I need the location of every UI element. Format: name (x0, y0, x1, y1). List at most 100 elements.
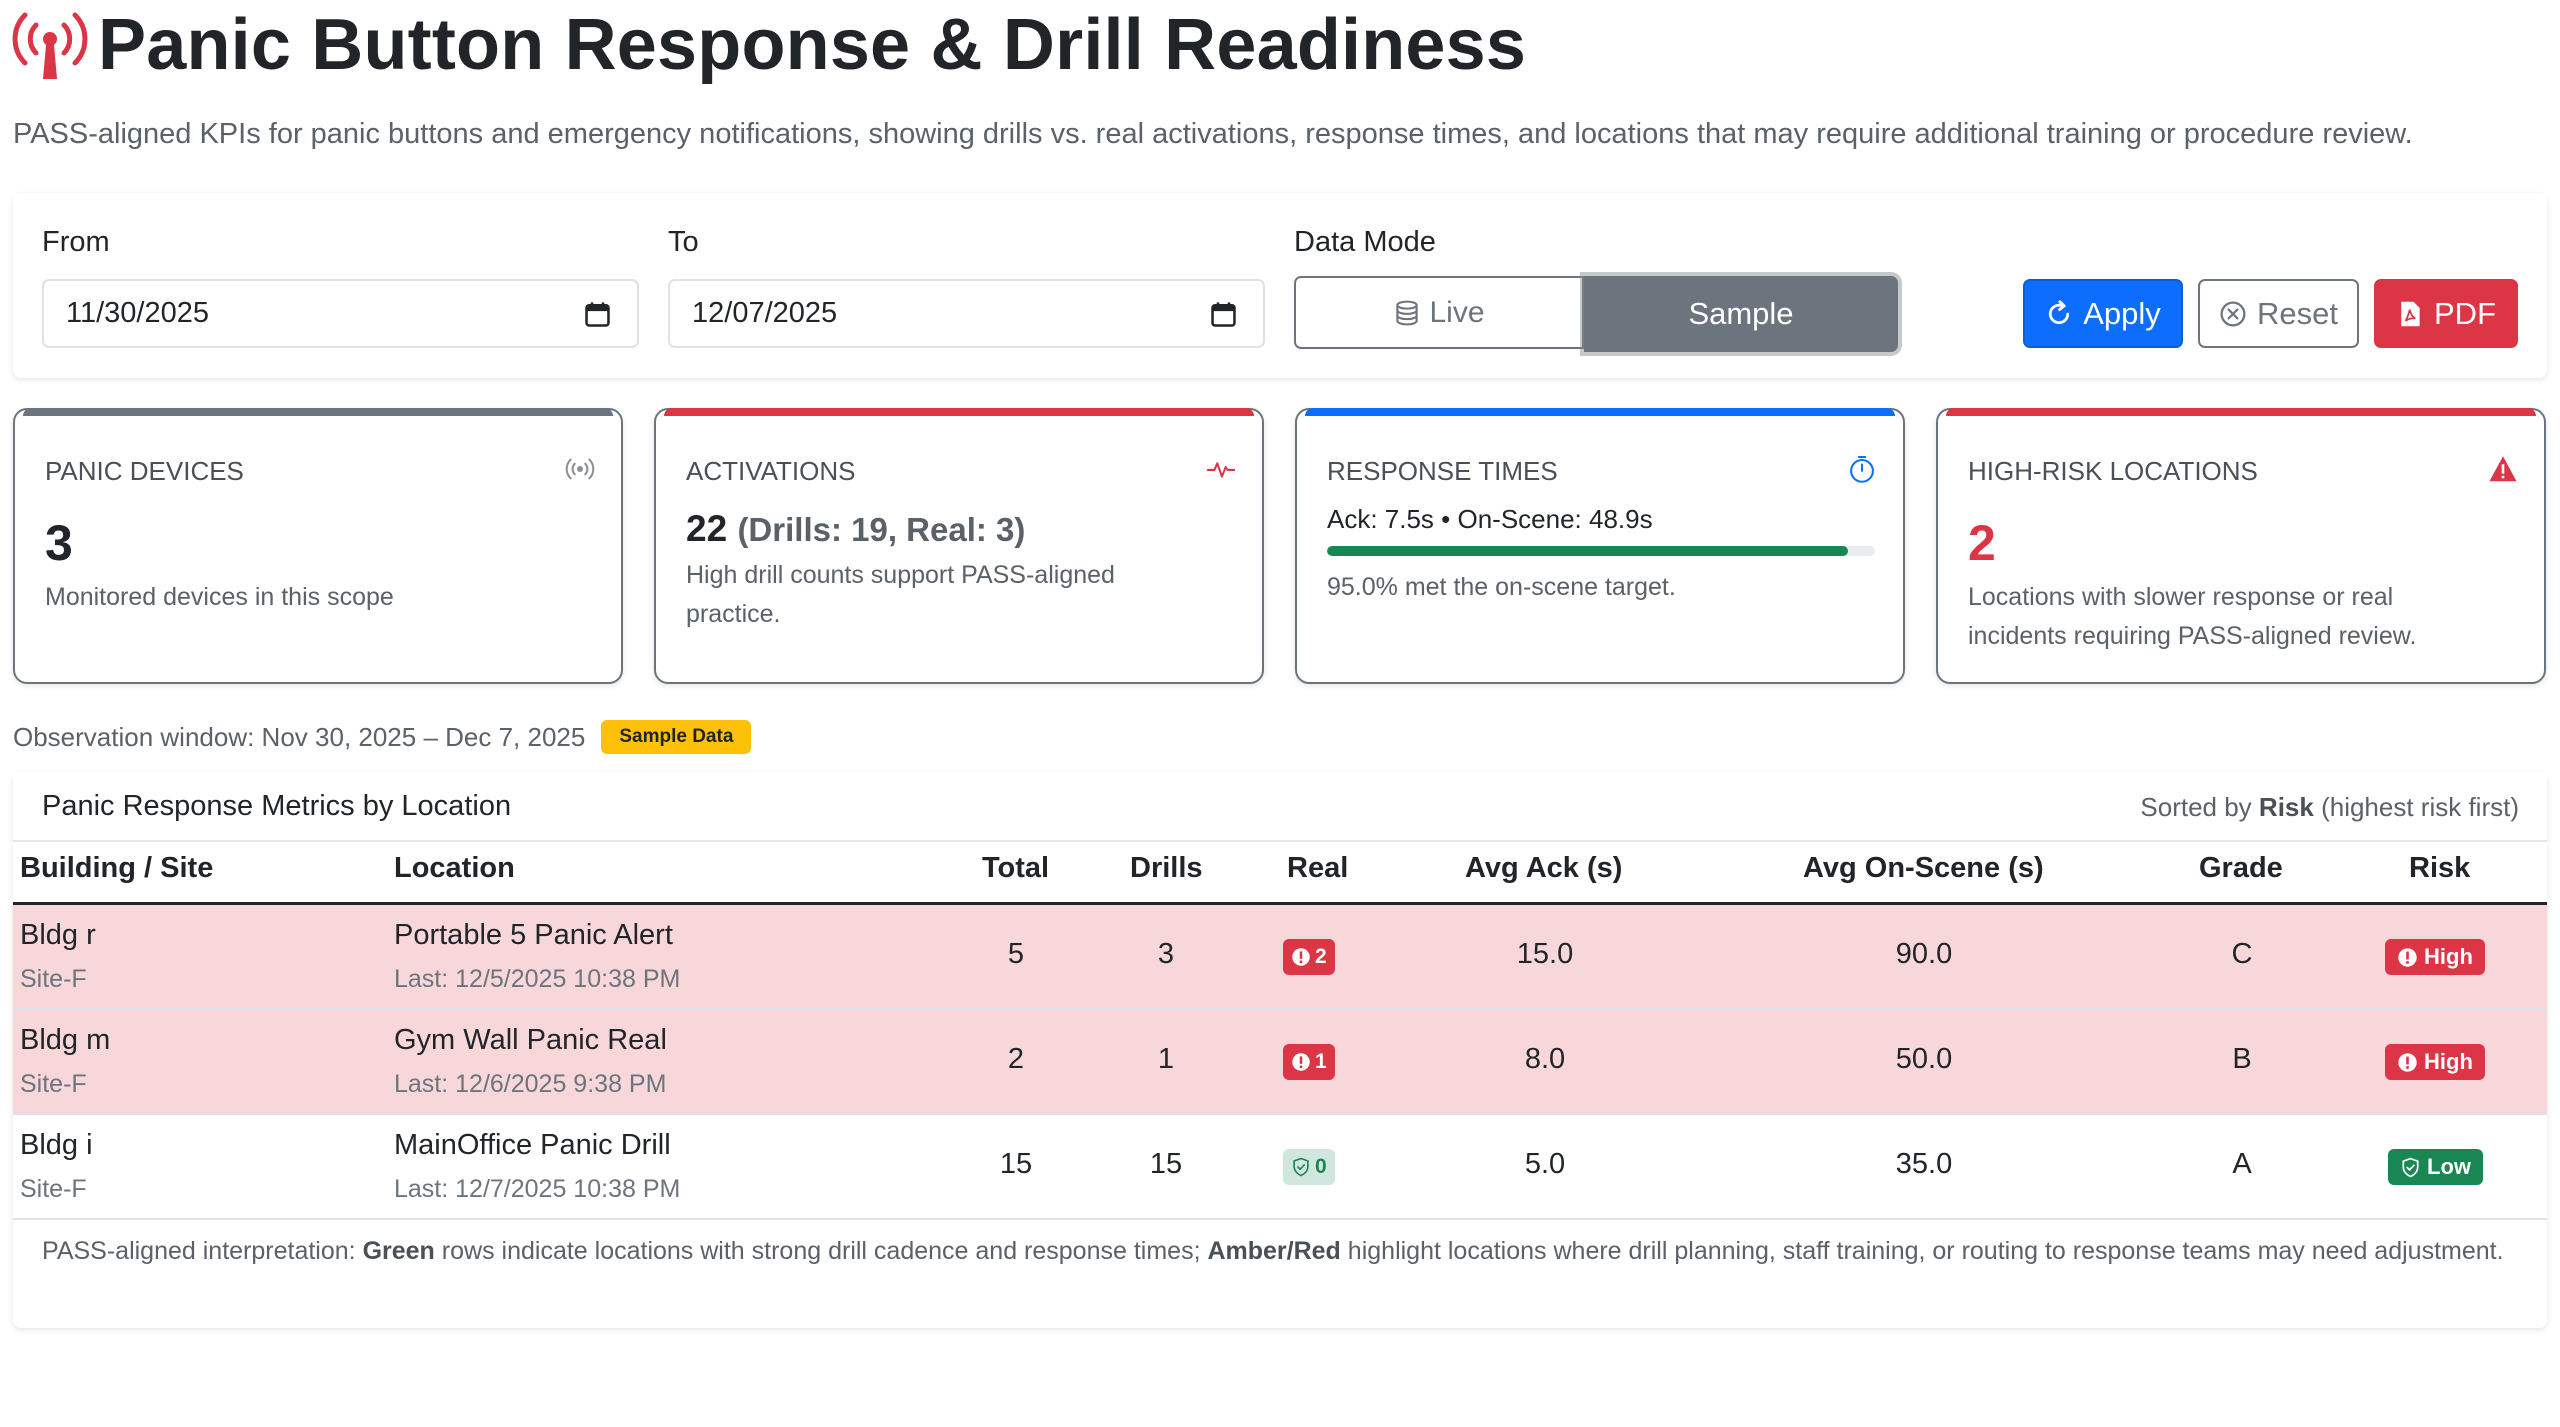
column-header: Location (394, 852, 515, 884)
avg-on-scene: 35.0 (1895, 1148, 1953, 1180)
page-subtitle: PASS-aligned KPIs for panic buttons and … (13, 118, 2413, 150)
table-row[interactable]: Bldg m Site-F Gym Wall Panic Real Last: … (13, 1010, 2547, 1115)
kpi-description: High drill counts support PASS-aligned p… (686, 561, 1115, 628)
alert-circle-icon (1292, 948, 1310, 966)
data-mode-label: Data Mode (1294, 226, 1436, 258)
building-name: Bldg m (20, 1024, 111, 1056)
alert-circle-icon (1292, 1053, 1310, 1071)
column-header: Total (982, 852, 1050, 884)
risk-label: High (2424, 1049, 2473, 1074)
alert-circle-icon (2398, 947, 2417, 967)
shield-check-icon (1293, 1157, 1309, 1177)
kpi-accent-bar (23, 408, 613, 416)
building-name: Bldg i (20, 1129, 93, 1161)
total-count: 5 (1007, 938, 1025, 970)
location-name: Portable 5 Panic Alert (394, 919, 673, 951)
building-name: Bldg r (20, 919, 96, 951)
real-count-badge: 2 (1283, 939, 1335, 975)
kpi-label: RESPONSE TIMES (1327, 456, 1558, 486)
sort-key: Risk (2258, 792, 2314, 822)
progress-fill (1327, 546, 1848, 556)
column-header: Avg Ack (s) (1465, 852, 1623, 884)
kpi-accent-bar (1305, 408, 1895, 416)
table-row[interactable]: Bldg r Site-F Portable 5 Panic Alert Las… (13, 905, 2547, 1010)
site-name: Site-F (20, 965, 87, 993)
kpi-description: 95.0% met the on-scene target. (1327, 573, 1676, 601)
from-date-input[interactable]: 11/30/2025 (42, 279, 639, 348)
broadcast-icon (12, 12, 88, 79)
kpi-label: HIGH-RISK LOCATIONS (1968, 456, 2258, 486)
drills-count: 3 (1157, 938, 1175, 970)
to-date-input[interactable]: 12/07/2025 (668, 279, 1265, 348)
data-mode-toggle: Live Sample (1294, 276, 1898, 352)
refresh-icon (2049, 299, 2070, 324)
kpi-label: ACTIVATIONS (686, 456, 856, 486)
column-header: Drills (1130, 852, 1203, 884)
calendar-icon[interactable] (1210, 301, 1237, 328)
kpi-accent-bar (664, 408, 1254, 416)
reset-button[interactable]: Reset (2198, 279, 2359, 348)
apply-label: Apply (2083, 295, 2161, 331)
file-pdf-icon (2401, 301, 2420, 326)
on-scene-progress (1327, 546, 1875, 556)
note-part: PASS-aligned interpretation: (42, 1237, 356, 1265)
kpi-value: 3 (45, 515, 73, 571)
risk-label: Low (2427, 1154, 2471, 1179)
shield-check-icon (2402, 1157, 2419, 1177)
kpi-value: 22 (Drills: 19, Real: 3) (686, 508, 1025, 550)
note-green: Green (362, 1237, 435, 1265)
last-activation: Last: 12/7/2025 10:38 PM (394, 1175, 681, 1203)
page-header: Panic Button Response & Drill Readiness (12, 0, 1526, 90)
table-card-header: Panic Response Metrics by Location Sorte… (13, 772, 2547, 842)
stopwatch-icon (1850, 455, 1874, 483)
mode-sample-button[interactable]: Sample (1584, 276, 1898, 352)
pdf-button[interactable]: PDF (2374, 279, 2518, 348)
location-name: MainOffice Panic Drill (394, 1129, 671, 1161)
close-circle-icon (2220, 300, 2246, 327)
column-header: Avg On-Scene (s) (1803, 852, 2044, 884)
kpi-label: PANIC DEVICES (45, 456, 244, 486)
real-count-badge: 1 (1283, 1044, 1335, 1080)
mode-live-button[interactable]: Live (1294, 276, 1584, 349)
grade: C (2231, 938, 2253, 970)
real-count: 2 (1315, 945, 1327, 968)
risk-label: High (2424, 944, 2473, 969)
sort-indicator: Sorted by Risk (highest risk first) (2140, 792, 2519, 823)
location-name: Gym Wall Panic Real (394, 1024, 667, 1056)
note-part: highlight locations where drill planning… (1347, 1237, 2504, 1265)
alert-circle-icon (2398, 1052, 2417, 1072)
avg-on-scene: 50.0 (1895, 1043, 1953, 1075)
column-header: Grade (2199, 852, 2283, 884)
warning-icon (2489, 456, 2517, 482)
apply-button[interactable]: Apply (2023, 279, 2183, 348)
kpi-panic-devices: PANIC DEVICES 3 Monitored devices in thi… (13, 408, 623, 684)
drills-count: 1 (1157, 1043, 1175, 1075)
column-header: Real (1287, 852, 1349, 884)
grade: B (2232, 1043, 2252, 1075)
kpi-description: Locations with slower response or real i… (1968, 583, 2417, 650)
last-activation: Last: 12/6/2025 9:38 PM (394, 1070, 667, 1098)
column-header: Building / Site (20, 852, 214, 884)
kpi-response-times: RESPONSE TIMES Ack: 7.5s • On-Scene: 48.… (1295, 408, 1905, 684)
to-label: To (668, 226, 699, 258)
drills-count: 15 (1149, 1148, 1183, 1180)
mode-sample-label: Sample (1688, 296, 1794, 331)
table-row[interactable]: Bldg i Site-F MainOffice Panic Drill Las… (13, 1115, 2547, 1220)
avg-ack: 5.0 (1524, 1148, 1566, 1180)
calendar-icon[interactable] (584, 301, 611, 328)
real-count: 1 (1315, 1050, 1327, 1073)
kpi-value: 2 (1968, 515, 1996, 571)
real-count: 0 (1315, 1155, 1327, 1178)
kpi-description: Monitored devices in this scope (45, 583, 394, 611)
pulse-icon (1206, 462, 1236, 478)
mode-live-label: Live (1429, 295, 1485, 329)
interpretation-note: PASS-aligned interpretation: Green rows … (42, 1232, 2522, 1271)
site-name: Site-F (20, 1070, 87, 1098)
note-amber-red: Amber/Red (1207, 1237, 1341, 1265)
last-activation: Last: 12/5/2025 10:38 PM (394, 965, 681, 993)
activations-total: 22 (686, 508, 728, 549)
from-label: From (42, 226, 110, 258)
response-summary: Ack: 7.5s • On-Scene: 48.9s (1327, 504, 1653, 534)
to-date-value: 12/07/2025 (692, 297, 838, 329)
